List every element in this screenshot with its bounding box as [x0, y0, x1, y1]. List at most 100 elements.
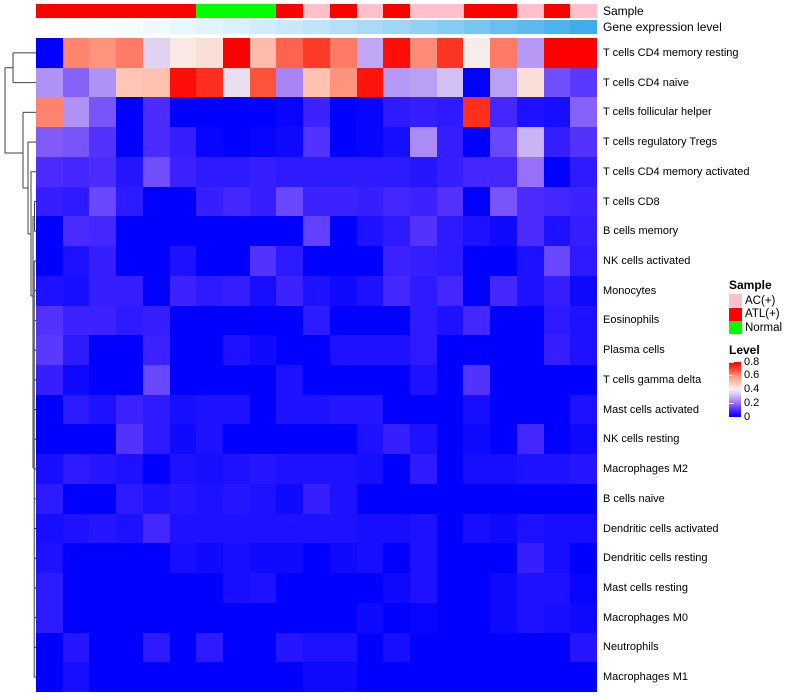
- heatmap-cell: [329, 275, 357, 306]
- heatmap-cell: [490, 97, 517, 128]
- heatmap-cell: [436, 513, 464, 544]
- heatmap-cell: [356, 573, 384, 603]
- heatmap-cell: [276, 156, 304, 187]
- row-label: Neutrophils: [603, 641, 659, 654]
- heatmap-cell: [543, 38, 571, 68]
- heatmap-cell: [383, 38, 410, 68]
- heatmap-cell: [89, 632, 117, 663]
- heatmap-cell: [196, 662, 223, 692]
- heatmap-cell: [222, 543, 250, 574]
- heatmap-cell: [116, 305, 143, 336]
- heatmap-cell: [303, 246, 330, 276]
- gene-expression-annotation-bar: [36, 20, 598, 34]
- gene-expression-annotation-label: Gene expression level: [603, 20, 722, 34]
- gene-expression-annotation-cell: [249, 20, 277, 34]
- heatmap-cell: [329, 305, 357, 336]
- heatmap-cell: [303, 275, 330, 306]
- heatmap-cell: [383, 543, 410, 574]
- heatmap-cell: [62, 275, 90, 306]
- heatmap-cell: [196, 216, 223, 247]
- heatmap-cell: [436, 364, 464, 395]
- heatmap-cell: [490, 543, 517, 574]
- heatmap-cell: [222, 186, 250, 217]
- sample-annotation-cell: [383, 4, 411, 18]
- heatmap-cell: [276, 275, 304, 306]
- heatmap-cell: [142, 394, 170, 425]
- sample-annotation-cell: [463, 4, 491, 18]
- heatmap-cell: [543, 424, 571, 455]
- level-tick-mark: [729, 375, 734, 377]
- heatmap-cell: [543, 543, 571, 574]
- heatmap-cell: [89, 364, 117, 395]
- heatmap-cell: [516, 275, 544, 306]
- heatmap-cell: [196, 424, 223, 455]
- heatmap-cell: [516, 38, 544, 68]
- heatmap-cell: [543, 246, 571, 276]
- heatmap-cell: [249, 632, 277, 663]
- row-label: Plasma cells: [603, 344, 665, 357]
- heatmap-cell: [463, 186, 491, 217]
- heatmap-cell: [276, 38, 304, 68]
- heatmap-cell: [142, 305, 170, 336]
- heatmap-cell: [356, 543, 384, 574]
- heatmap-cell: [249, 513, 277, 544]
- heatmap-cell: [490, 156, 517, 187]
- legend-sample-item: Normal: [729, 321, 799, 335]
- heatmap-cell: [249, 97, 277, 128]
- heatmap-cell: [490, 424, 517, 455]
- heatmap-cell: [490, 335, 517, 365]
- heatmap-cell: [249, 483, 277, 514]
- heatmap-cell: [490, 246, 517, 276]
- heatmap-cell: [116, 632, 143, 663]
- heatmap-cell: [89, 186, 117, 217]
- heatmap-cell: [436, 335, 464, 365]
- heatmap-cell: [490, 454, 517, 484]
- heatmap-cell: [383, 662, 410, 692]
- heatmap-cell: [169, 246, 197, 276]
- heatmap-cell: [142, 632, 170, 663]
- sample-annotation-cell: [303, 4, 330, 18]
- heatmap-cell: [276, 424, 304, 455]
- heatmap-cell: [276, 662, 304, 692]
- sample-annotation-cell: [410, 4, 437, 18]
- heatmap-cell: [409, 573, 437, 603]
- heatmap-cell: [62, 38, 90, 68]
- heatmap-cell: [89, 216, 117, 247]
- sample-annotation-label: Sample: [603, 4, 644, 18]
- heatmap-cell: [436, 38, 464, 68]
- heatmap-cell: [276, 513, 304, 544]
- heatmap-cell: [222, 216, 250, 247]
- heatmap-cell: [89, 394, 117, 425]
- heatmap-cell: [543, 602, 571, 633]
- heatmap-cell: [463, 662, 491, 692]
- heatmap-cell: [36, 335, 63, 365]
- heatmap-cell: [276, 602, 304, 633]
- heatmap-cell: [249, 127, 277, 157]
- heatmap-cell: [303, 335, 330, 365]
- heatmap-cell: [89, 305, 117, 336]
- row-label: Eosinophils: [603, 314, 660, 327]
- heatmap-cell: [142, 424, 170, 455]
- legend-item-label: Normal: [745, 321, 783, 334]
- heatmap-cell: [89, 156, 117, 187]
- heatmap-cell: [169, 67, 197, 98]
- heatmap-grid: [36, 38, 597, 692]
- heatmap-cell: [356, 602, 384, 633]
- heatmap-cell: [543, 513, 571, 544]
- heatmap-cell: [409, 394, 437, 425]
- heatmap-cell: [383, 454, 410, 484]
- heatmap-cell: [436, 573, 464, 603]
- heatmap-cell: [570, 394, 597, 425]
- heatmap-cell: [570, 543, 597, 574]
- heatmap-cell: [222, 156, 250, 187]
- heatmap-cell: [196, 127, 223, 157]
- heatmap-cell: [196, 335, 223, 365]
- heatmap-cell: [169, 483, 197, 514]
- heatmap-cell: [409, 662, 437, 692]
- heatmap-cell: [116, 483, 143, 514]
- heatmap-cell: [383, 275, 410, 306]
- heatmap-cell: [276, 216, 304, 247]
- heatmap-cell: [383, 156, 410, 187]
- heatmap-cell: [222, 394, 250, 425]
- legend: Sample AC(+) ATL(+) Normal Level 0.8 0.6 0.4…: [729, 278, 799, 422]
